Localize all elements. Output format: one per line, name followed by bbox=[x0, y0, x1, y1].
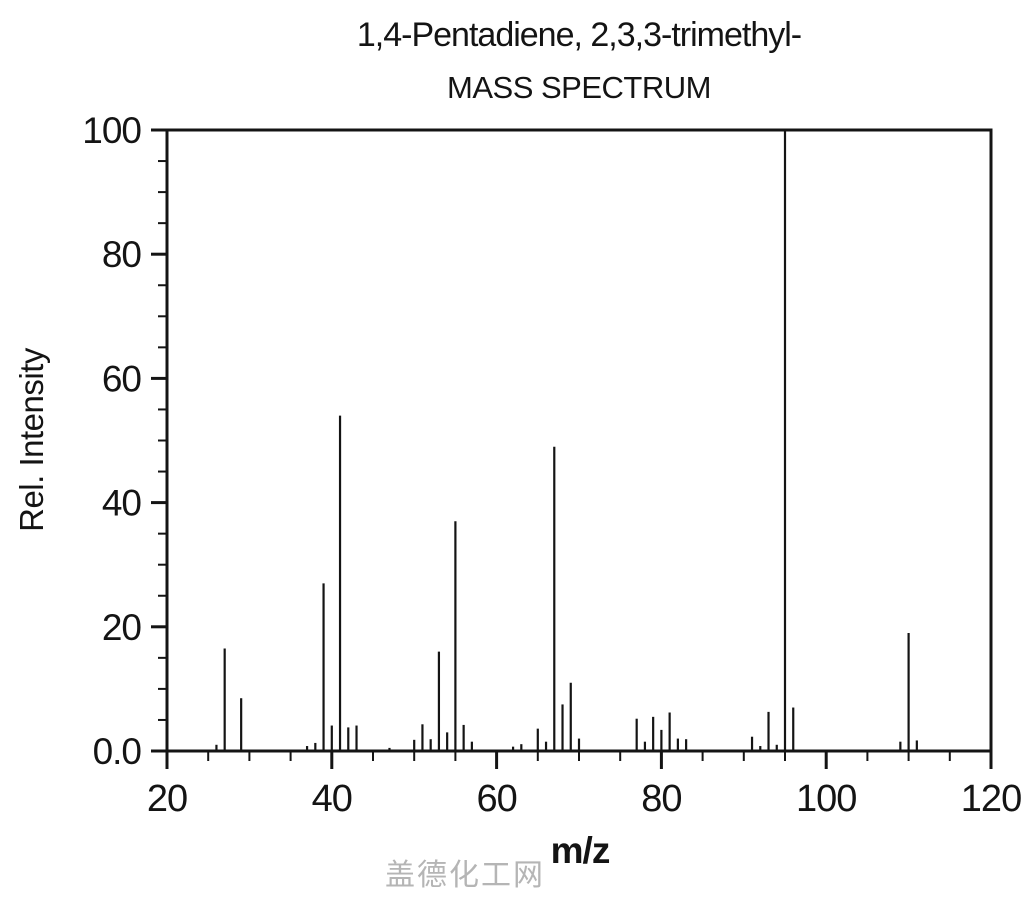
y-tick-label: 0.0 bbox=[93, 731, 142, 772]
x-tick-label: 100 bbox=[796, 778, 856, 820]
chart-subtitle: MASS SPECTRUM bbox=[447, 70, 711, 105]
x-tick-label: 80 bbox=[641, 778, 681, 820]
x-tick-label: 120 bbox=[961, 778, 1021, 820]
x-axis-title: m/z bbox=[550, 830, 611, 871]
x-tick-label: 40 bbox=[312, 778, 352, 820]
y-tick-label: 60 bbox=[102, 358, 142, 399]
y-tick-label: 40 bbox=[102, 483, 142, 524]
x-tick-label: 20 bbox=[147, 778, 187, 820]
y-tick-label: 80 bbox=[102, 234, 142, 275]
y-tick-label: 20 bbox=[102, 607, 142, 648]
title-block: 1,4-Pentadiene, 2,3,3-trimethyl- MASS SP… bbox=[167, 18, 991, 103]
compound-title: 1,4-Pentadiene, 2,3,3-trimethyl- bbox=[356, 16, 802, 54]
x-tick-label: 60 bbox=[476, 778, 516, 820]
y-tick-label: 100 bbox=[82, 110, 141, 151]
watermark-text: 盖德化工网 bbox=[385, 859, 545, 892]
plot-frame bbox=[165, 128, 993, 753]
